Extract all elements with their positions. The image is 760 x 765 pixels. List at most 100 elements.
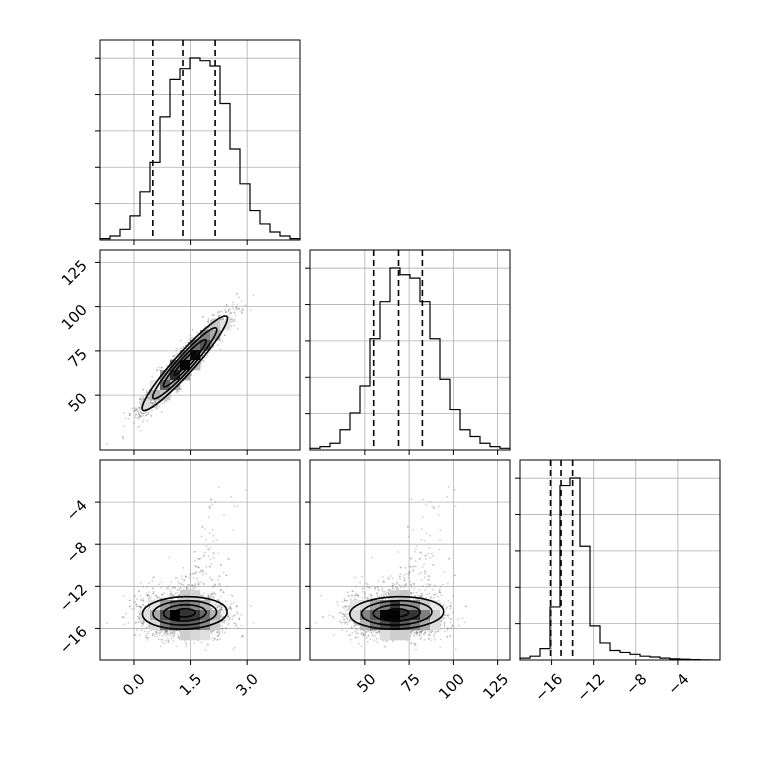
- scatter-point: [200, 581, 202, 583]
- scatter-point: [226, 304, 228, 306]
- scatter-point: [245, 489, 247, 491]
- scatter-point: [221, 631, 223, 633]
- scatter-point: [137, 427, 139, 429]
- panel-2-2: [552, 460, 678, 660]
- scatter-point: [142, 413, 144, 415]
- scatter-point: [139, 414, 141, 416]
- scatter-point: [212, 637, 214, 639]
- scatter-point: [233, 325, 235, 327]
- scatter-point: [144, 630, 146, 632]
- scatter-point: [209, 577, 211, 579]
- scatter-point: [202, 574, 204, 576]
- scatter-point: [122, 436, 124, 438]
- scatter-point: [172, 640, 174, 642]
- scatter-point: [142, 389, 144, 391]
- scatter-point: [161, 411, 163, 413]
- scatter-point: [139, 398, 141, 400]
- scatter-point: [229, 606, 231, 608]
- scatter-point: [137, 616, 139, 618]
- histogram-bin: [440, 379, 450, 450]
- histogram-bin: [220, 104, 230, 241]
- scatter-point: [217, 553, 219, 555]
- scatter-point: [140, 430, 142, 432]
- scatter-point: [158, 596, 160, 598]
- scatter-point: [218, 633, 220, 635]
- scatter-point: [175, 348, 177, 350]
- scatter-point: [141, 396, 143, 398]
- scatter-point: [211, 504, 213, 506]
- scatter-point: [237, 613, 239, 615]
- scatter-point: [202, 360, 204, 362]
- scatter-point: [229, 308, 231, 310]
- scatter-point: [167, 633, 169, 635]
- scatter-point: [158, 584, 160, 586]
- scatter-point: [158, 598, 160, 600]
- histogram-bin: [410, 278, 420, 450]
- scatter-point: [213, 557, 215, 559]
- scatter-point: [128, 622, 130, 624]
- histogram-p1: [305, 250, 510, 450]
- scatter-point: [131, 608, 133, 610]
- scatter-point: [167, 638, 169, 640]
- scatter-point: [213, 314, 215, 316]
- scatter-point: [212, 602, 214, 604]
- histogram-bin: [570, 478, 580, 660]
- scatter-point: [235, 314, 237, 316]
- scatter-point: [234, 320, 236, 322]
- histogram-bin: [230, 149, 240, 240]
- scatter-point: [142, 586, 144, 588]
- scatter-point: [231, 609, 233, 611]
- scatter-point: [221, 311, 223, 313]
- scatter-point: [241, 625, 243, 627]
- scatter-point: [192, 573, 194, 575]
- scatter-point: [154, 636, 156, 638]
- scatter-point: [140, 607, 142, 609]
- histogram-bin: [200, 61, 210, 240]
- scatter-point: [161, 582, 163, 584]
- scatter-point: [242, 309, 244, 311]
- scatter-point: [227, 619, 229, 621]
- scatter-point: [128, 418, 130, 420]
- scatter-point: [168, 641, 170, 643]
- scatter-point: [200, 557, 202, 559]
- scatter-point: [177, 592, 179, 594]
- scatter-point: [232, 529, 234, 531]
- scatter-point: [171, 581, 173, 583]
- scatter-point: [229, 618, 231, 620]
- scatter-point: [106, 443, 108, 445]
- histogram-bin: [590, 626, 600, 660]
- scatter-point: [147, 413, 149, 415]
- scatter-point: [234, 647, 236, 649]
- scatter-point: [156, 369, 158, 371]
- scatter-point: [205, 539, 207, 541]
- scatter-point: [224, 309, 226, 311]
- scatter-point: [148, 397, 150, 399]
- scatter-point: [236, 293, 238, 295]
- scatter-point: [177, 581, 179, 583]
- scatter-point: [164, 634, 166, 636]
- scatter-point: [216, 539, 218, 541]
- histogram-bin: [480, 443, 490, 450]
- scatter-point: [228, 310, 230, 312]
- scatter-point: [199, 571, 201, 573]
- scatter-point: [233, 303, 235, 305]
- scatter-point: [225, 627, 227, 629]
- scatter-point: [208, 516, 210, 518]
- scatter-point: [106, 622, 108, 624]
- scatter-point: [197, 332, 199, 334]
- scatter-point: [194, 560, 196, 562]
- scatter-point: [151, 580, 153, 582]
- scatter-point: [181, 575, 183, 577]
- scatter-point: [193, 551, 195, 553]
- scatter-point: [143, 415, 145, 417]
- scatter-point: [143, 396, 145, 398]
- scatter-point: [253, 622, 255, 624]
- scatter-point: [148, 598, 150, 600]
- scatter-point: [212, 585, 214, 587]
- scatter-point: [211, 608, 213, 610]
- scatter-point: [179, 588, 181, 590]
- scatter-point: [194, 584, 196, 586]
- scatter-point: [175, 646, 177, 648]
